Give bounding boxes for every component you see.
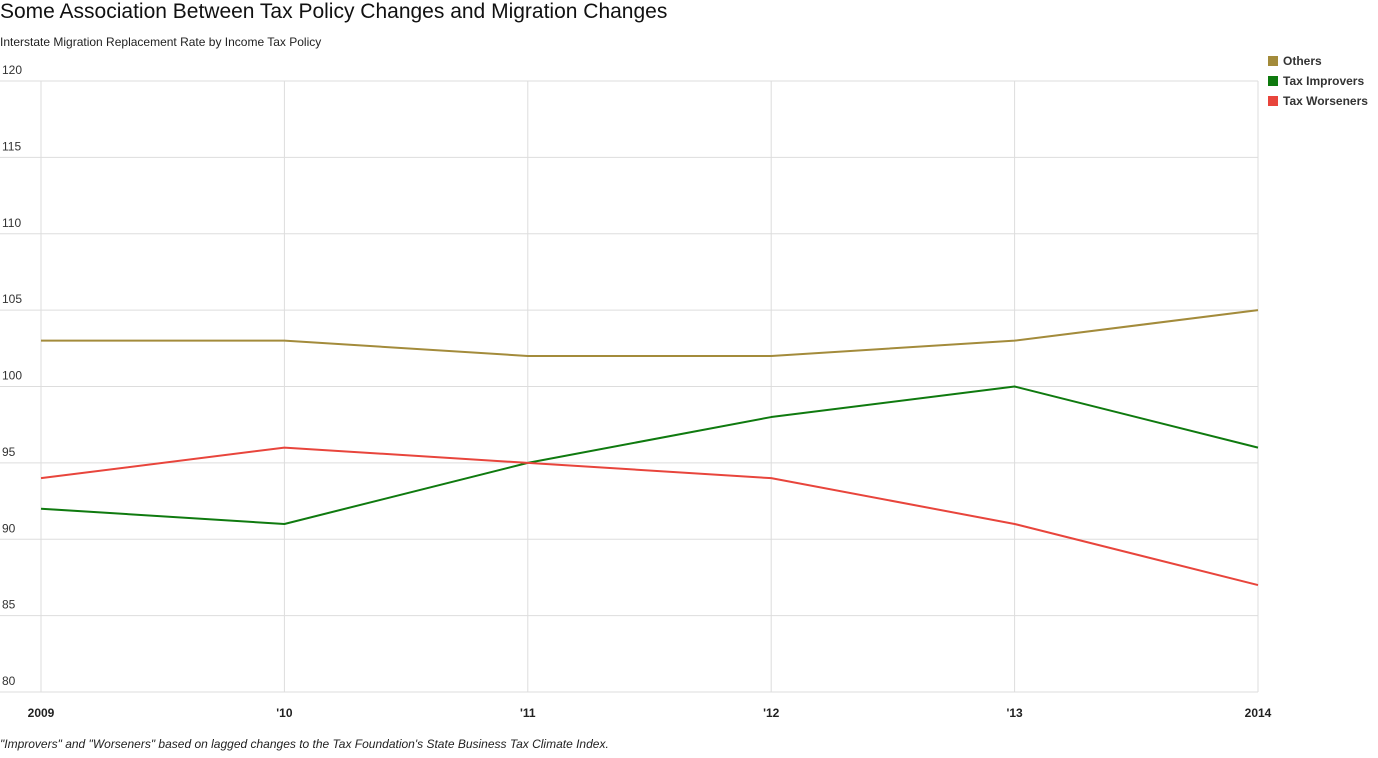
x-tick-label: 2014 [1245, 706, 1272, 720]
x-tick-label: '13 [1006, 706, 1023, 720]
legend-label: Tax Worseners [1283, 94, 1368, 108]
y-tick-label: 115 [2, 139, 21, 153]
chart-subtitle: Interstate Migration Replacement Rate by… [0, 35, 322, 49]
y-tick-label: 90 [2, 521, 16, 535]
chart-legend: Others Tax Improvers Tax Worseners [1268, 51, 1368, 111]
y-tick-label: 105 [2, 292, 22, 306]
chart-title: Some Association Between Tax Policy Chan… [0, 0, 668, 23]
x-tick-label: 2009 [28, 706, 55, 720]
legend-swatch [1268, 96, 1278, 106]
y-tick-label: 110 [2, 216, 21, 230]
y-tick-label: 120 [2, 63, 22, 77]
legend-label: Tax Improvers [1283, 74, 1365, 88]
y-tick-label: 80 [2, 674, 16, 688]
x-tick-label: '10 [276, 706, 293, 720]
x-tick-label: '11 [520, 706, 536, 720]
x-tick-label: '12 [763, 706, 780, 720]
legend-swatch [1268, 76, 1278, 86]
legend-item-tax-improvers[interactable]: Tax Improvers [1268, 71, 1368, 91]
legend-item-others[interactable]: Others [1268, 51, 1368, 71]
y-tick-label: 85 [2, 598, 16, 612]
legend-item-tax-worseners[interactable]: Tax Worseners [1268, 91, 1368, 111]
y-tick-label: 100 [2, 369, 22, 383]
series-line-others [41, 309, 1259, 357]
series-line-tax-improvers [40, 385, 1259, 525]
chart-footnote: "Improvers" and "Worseners" based on lag… [0, 737, 609, 751]
legend-label: Others [1283, 54, 1322, 68]
legend-swatch [1268, 56, 1278, 66]
y-tick-label: 95 [2, 445, 16, 459]
series-line-tax-worseners [40, 446, 1259, 587]
